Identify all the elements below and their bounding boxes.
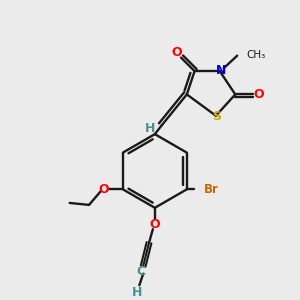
Text: N: N — [216, 64, 226, 77]
Text: O: O — [149, 218, 160, 231]
Text: S: S — [212, 110, 221, 123]
Text: C: C — [137, 265, 146, 278]
Text: H: H — [132, 286, 142, 298]
Text: O: O — [253, 88, 264, 101]
Text: O: O — [172, 46, 182, 59]
Text: Br: Br — [204, 183, 219, 196]
Text: CH₃: CH₃ — [246, 50, 265, 60]
Text: O: O — [98, 183, 109, 196]
Text: H: H — [145, 122, 155, 135]
